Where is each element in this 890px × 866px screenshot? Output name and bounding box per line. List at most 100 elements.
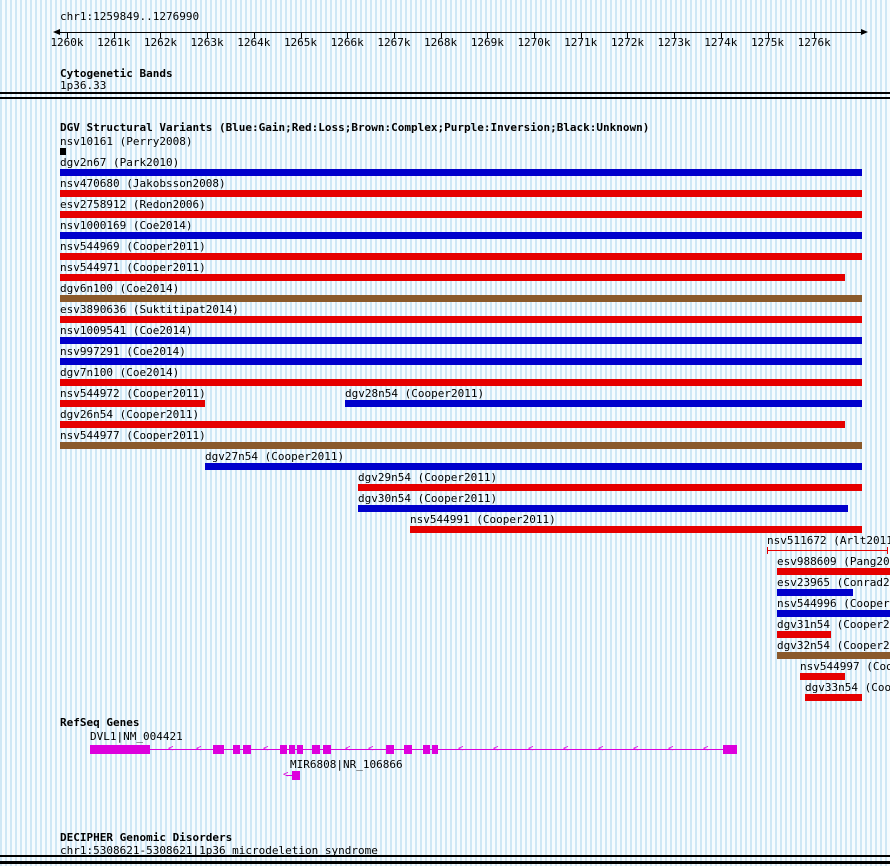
gene-exon[interactable] <box>213 745 224 754</box>
variant-label[interactable]: dgv31n54 (Cooper2011) <box>777 618 890 631</box>
gene-exon[interactable] <box>297 745 303 754</box>
variant-bar[interactable] <box>60 148 66 155</box>
variant-bar[interactable] <box>410 526 862 533</box>
separator-line <box>0 861 890 864</box>
variant-bar[interactable] <box>60 442 862 449</box>
variant-label[interactable]: esv23965 (Conrad2009) <box>777 576 890 589</box>
variant-bar[interactable] <box>60 358 862 365</box>
strand-arrow-icon: < <box>168 744 174 754</box>
variant-label[interactable]: nsv997291 (Coe2014) <box>60 345 186 358</box>
cytoband-bar-top-edge <box>0 92 890 94</box>
variant-label[interactable]: dgv7n100 (Coe2014) <box>60 366 180 379</box>
variant-label[interactable]: nsv544972 (Cooper2011) <box>60 387 206 400</box>
gene-exon[interactable] <box>404 745 412 754</box>
gene-exon[interactable] <box>432 745 438 754</box>
variant-label[interactable]: nsv10161 (Perry2008) <box>60 135 193 148</box>
variant-bar[interactable] <box>60 232 862 239</box>
strand-arrow-icon: < <box>528 744 534 754</box>
variant-label[interactable]: nsv1009541 (Coe2014) <box>60 324 193 337</box>
decipher-entry[interactable]: chr1:5308621-5308621|1p36 microdeletion … <box>60 844 378 857</box>
variant-label[interactable]: nsv1000169 (Coe2014) <box>60 219 193 232</box>
variant-bar[interactable] <box>60 295 862 302</box>
gene-exon[interactable] <box>233 745 240 754</box>
variant-bar[interactable] <box>60 190 862 197</box>
variant-label[interactable]: esv988609 (Pang2010) <box>777 555 890 568</box>
gene-exon[interactable] <box>312 745 320 754</box>
variant-label[interactable]: dgv2n67 (Park2010) <box>60 156 180 169</box>
variant-bar[interactable] <box>777 652 890 659</box>
ruler-arrow-right-icon <box>861 29 868 35</box>
ruler-arrow-left-icon <box>53 29 60 35</box>
variant-bar[interactable] <box>777 589 853 596</box>
variant-label[interactable]: esv3890636 (Suktitipat2014) <box>60 303 239 316</box>
gene-exon[interactable] <box>280 745 287 754</box>
variant-label[interactable]: dgv29n54 (Cooper2011) <box>358 471 498 484</box>
ruler-tick-label: 1262k <box>143 36 177 49</box>
variant-label[interactable]: dgv6n100 (Coe2014) <box>60 282 180 295</box>
variant-bar[interactable] <box>60 253 862 260</box>
strand-arrow-icon: < <box>458 744 464 754</box>
variant-bar[interactable] <box>60 400 205 407</box>
variant-label[interactable]: dgv28n54 (Cooper2011) <box>345 387 485 400</box>
ruler-tick-label: 1274k <box>704 36 738 49</box>
variant-bar[interactable] <box>800 673 845 680</box>
ruler-tick-label: 1266k <box>330 36 364 49</box>
variant-label[interactable]: nsv544996 (Cooper2011) <box>777 597 890 610</box>
variant-bar[interactable] <box>777 610 890 617</box>
variant-label[interactable]: nsv544991 (Cooper2011) <box>410 513 556 526</box>
ruler-tick-label: 1270k <box>517 36 551 49</box>
variant-bar[interactable] <box>205 463 862 470</box>
strand-arrow-icon: < <box>598 744 604 754</box>
variant-bar[interactable] <box>60 337 862 344</box>
variant-bar[interactable] <box>777 568 890 575</box>
variant-bar[interactable] <box>60 316 862 323</box>
gene-exon[interactable] <box>323 745 331 754</box>
variant-bar[interactable] <box>60 379 862 386</box>
variant-label[interactable]: nsv544969 (Cooper2011) <box>60 240 206 253</box>
variant-label[interactable]: nsv544971 (Cooper2011) <box>60 261 206 274</box>
variant-label[interactable]: nsv544977 (Cooper2011) <box>60 429 206 442</box>
variant-label[interactable]: nsv511672 (Arlt2011) <box>767 534 890 547</box>
strand-arrow-icon: < <box>668 744 674 754</box>
gene-exon[interactable] <box>292 771 300 780</box>
variant-label[interactable]: dgv26n54 (Cooper2011) <box>60 408 200 421</box>
variant-bar[interactable] <box>345 400 862 407</box>
track-header-refseq-genes: RefSeq Genes <box>60 716 140 729</box>
variant-label[interactable]: dgv33n54 (Cooper2011) <box>805 681 890 694</box>
variant-bar[interactable] <box>60 274 845 281</box>
variant-bar-end[interactable] <box>887 547 888 554</box>
variant-bar[interactable] <box>60 169 862 176</box>
gene-exon[interactable] <box>289 745 295 754</box>
ruler-tick-label: 1267k <box>377 36 411 49</box>
gene-label[interactable]: MIR6808|NR_106866 <box>290 758 403 771</box>
separator-line <box>0 855 890 857</box>
variant-bar[interactable] <box>358 505 848 512</box>
ruler-tick-label: 1275k <box>750 36 785 49</box>
gene-exon[interactable] <box>423 745 430 754</box>
gene-exon[interactable] <box>723 745 737 754</box>
ruler-tick <box>534 32 535 38</box>
variant-bar[interactable] <box>60 421 845 428</box>
variant-label[interactable]: esv2758912 (Redon2006) <box>60 198 206 211</box>
gene-label[interactable]: DVL1|NM_004421 <box>90 730 183 743</box>
gene-exon[interactable] <box>386 745 394 754</box>
ruler-tick-label: 1264k <box>237 36 271 49</box>
cytoband-bar-bottom-edge <box>0 97 890 99</box>
variant-bar[interactable] <box>805 694 862 701</box>
variant-label[interactable]: dgv32n54 (Cooper2011) <box>777 639 890 652</box>
variant-bar-end[interactable] <box>767 547 768 554</box>
ruler-tick <box>347 32 349 38</box>
variant-label[interactable]: nsv544997 (Cooper2011) <box>800 660 890 673</box>
variant-bar[interactable] <box>767 550 888 551</box>
track-header-dgv-variants: DGV Structural Variants (Blue:Gain;Red:L… <box>60 121 650 134</box>
variant-label[interactable]: dgv30n54 (Cooper2011) <box>358 492 498 505</box>
gene-exon[interactable] <box>90 745 150 754</box>
variant-bar[interactable] <box>60 211 862 218</box>
variant-label[interactable]: nsv470680 (Jakobsson2008) <box>60 177 226 190</box>
variant-label[interactable]: dgv27n54 (Cooper2011) <box>205 450 345 463</box>
gene-exon[interactable] <box>243 745 251 754</box>
variant-bar[interactable] <box>777 631 831 638</box>
variant-bar[interactable] <box>358 484 862 491</box>
strand-arrow-icon: < <box>345 744 351 754</box>
strand-arrow-icon: < <box>368 744 374 754</box>
